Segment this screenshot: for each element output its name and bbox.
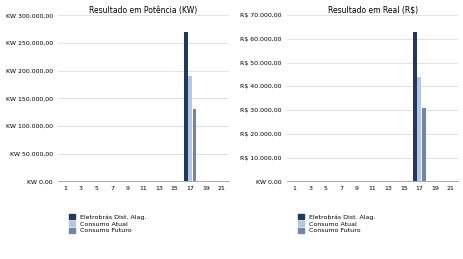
Title: Resultado em Potência (KW): Resultado em Potência (KW) [89,5,197,15]
Legend: Eletrobrás Dist. Alag., Consumo Atual, Consumo Futuro: Eletrobrás Dist. Alag., Consumo Atual, C… [298,214,375,233]
Bar [188,76,192,181]
Legend: Eletrobrás Dist. Alag., Consumo Atual, Consumo Futuro: Eletrobrás Dist. Alag., Consumo Atual, C… [69,214,146,233]
Bar [412,32,416,181]
Bar [184,32,188,181]
Bar [417,77,420,181]
Title: Resultado em Real (R$): Resultado em Real (R$) [327,5,417,15]
Bar [192,109,196,181]
Bar [421,108,425,181]
